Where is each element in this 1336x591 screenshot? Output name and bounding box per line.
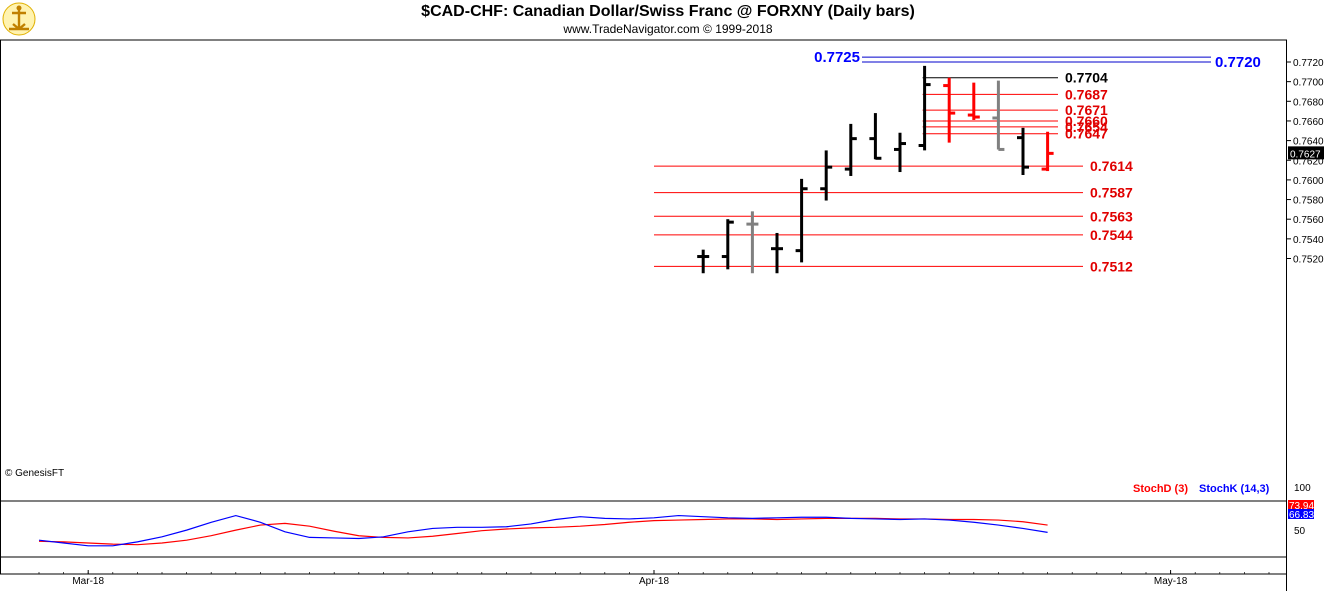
extension-level-label: 0.7725 [814,49,860,66]
copyright-note: © GenesisFT [5,468,65,479]
price-tick-label: 0.7680 [1293,97,1324,108]
level-lines [654,56,1211,267]
fib-level-label: 0.7687 [1065,86,1108,102]
stochk-last-value: 66.83 [1289,510,1314,521]
fib-level-label: 0.7671 [1065,102,1108,118]
price-tick-label: 0.7660 [1293,117,1324,128]
price-tick-label: 0.7560 [1293,215,1324,226]
price-tick-label: 0.7520 [1293,255,1324,266]
price-tick-label: 0.7640 [1293,137,1324,148]
trade-navigator-logo-icon [2,2,36,36]
fib-level-label: 0.7563 [1090,208,1133,224]
price-tick-label: 0.7720 [1293,58,1324,69]
date-tick-label: Mar-18 [72,576,104,587]
stochd-last-value: 73.94 [1289,501,1314,512]
ohlc-bar [820,150,833,201]
ohlc-bar [943,77,956,143]
last-price-box [1288,146,1324,160]
ohlc-bar [894,132,906,173]
stoch-tick-label: 100 [1294,483,1311,494]
last-price-label: 0.7627 [1290,149,1321,160]
fib-level-label: 0.7647 [1065,126,1108,142]
fib-level-label: 0.7512 [1090,258,1133,274]
fib-level-label: 0.7587 [1090,185,1133,201]
stoch-tick-label: 50 [1294,526,1306,537]
stochk-legend: StochK (14,3) [1199,483,1270,495]
ohlc-bars [697,65,1054,274]
stochk-last-value-box [1288,509,1314,519]
fib-level-label: 0.7660 [1065,113,1108,129]
ohlc-bar [721,219,734,270]
ohlc-bar [1041,131,1054,172]
date-tick-label: May-18 [1154,576,1188,587]
ohlc-bar [844,123,857,176]
stochk-line [38,514,1048,547]
ohlc-bar [992,80,1005,151]
chart-subtitle: www.TradeNavigator.com © 1999-2018 [563,22,773,36]
stochd-last-value-box [1288,500,1314,510]
price-tick-label: 0.7540 [1293,235,1324,246]
price-tick-label: 0.7700 [1293,78,1324,89]
ohlc-bar [918,65,931,151]
price-tick-label: 0.7600 [1293,176,1324,187]
ohlc-bar [697,249,710,274]
price-tick-label: 0.7620 [1293,156,1324,167]
fib-level-label: 0.7704 [1065,70,1108,86]
ohlc-bar [967,82,980,120]
axes: 0.77200.77000.76800.76600.76400.76200.76… [38,58,1324,587]
ohlc-bar [795,178,808,263]
fib-level-label: 0.7614 [1090,158,1133,174]
ohlc-bar [1017,127,1029,175]
fib-level-label: 0.7544 [1090,227,1133,243]
chart-frame [0,39,1287,591]
ohlc-bar [771,232,783,274]
ohlc-bar [746,211,759,274]
extension-level-label: 0.7720 [1215,54,1261,71]
ohlc-bar [869,113,882,160]
date-tick-label: Apr-18 [639,576,669,587]
chart-title: $CAD-CHF: Canadian Dollar/Swiss Franc @ … [421,3,915,20]
price-tick-label: 0.7580 [1293,196,1324,207]
stochd-legend: StochD (3) [1133,483,1188,495]
fib-level-label: 0.7654 [1065,119,1108,135]
stochastic-panel [38,514,1048,547]
